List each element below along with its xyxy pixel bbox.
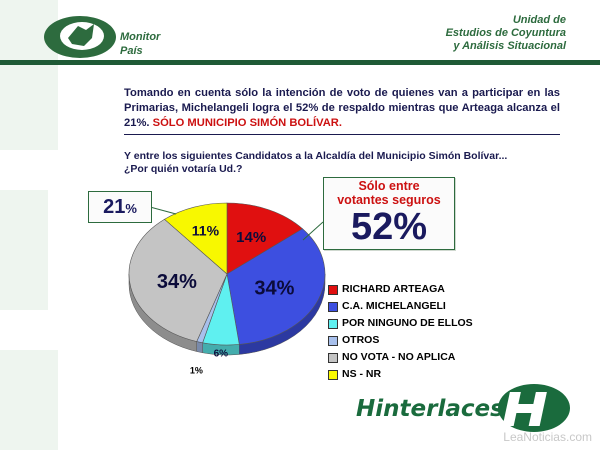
callout-left-percent: % xyxy=(125,201,137,216)
legend-swatch xyxy=(328,336,338,346)
bg-shape-bottom xyxy=(0,350,58,450)
hinterlaces-emblem-icon xyxy=(498,384,570,432)
callout-right-line1: Sólo entre xyxy=(358,179,420,193)
legend-swatch xyxy=(328,285,338,295)
legend-swatch xyxy=(328,302,338,312)
pie-label-c-a-michelangeli: 34% xyxy=(254,278,294,300)
legend-label: NS - NR xyxy=(342,368,382,380)
intro-highlight: SÓLO MUNICIPIO SIMÓN BOLÍVAR. xyxy=(152,117,342,129)
intro-paragraph: Tomando en cuenta sólo la intención de v… xyxy=(124,86,560,131)
pie-label-ns-nr: 11% xyxy=(192,222,220,238)
intro-divider xyxy=(124,134,560,135)
legend-swatch xyxy=(328,370,338,380)
logo-line1: Monitor xyxy=(120,31,161,43)
monitor-pais-logo: Monitor País xyxy=(42,12,160,67)
intro-text: Tomando en cuenta sólo la intención de v… xyxy=(124,87,560,129)
legend-label: C.A. MICHELANGELI xyxy=(342,300,446,312)
pie-side-otros xyxy=(196,341,203,354)
question-line1: Y entre los siguientes Candidatos a la A… xyxy=(124,150,508,162)
pie-label-richard-arteaga: 14% xyxy=(236,229,266,246)
pie-label-por-ninguno-de-ellos: 6% xyxy=(214,348,229,359)
header-divider xyxy=(0,60,600,65)
bg-shape-mid xyxy=(0,190,48,310)
pie-label-otros: 1% xyxy=(190,366,203,376)
callout-arteaga-total: 21% xyxy=(88,191,152,223)
survey-question: Y entre los siguientes Candidatos a la A… xyxy=(124,150,560,176)
callout-left-pointer xyxy=(149,206,177,215)
logo-line2: País xyxy=(120,45,143,57)
pie-slice-ns-nr xyxy=(164,202,228,275)
unit-header: Unidad de Estudios de Coyuntura y Anális… xyxy=(446,14,566,53)
callout-right-line2: votantes seguros xyxy=(337,193,441,207)
logo-text: Monitor País xyxy=(120,30,160,58)
unit-line3: y Análisis Situacional xyxy=(453,40,566,52)
callout-right-value: 52% xyxy=(350,206,428,248)
pie-label-no-vota-no-aplica: 34% xyxy=(157,271,197,293)
callout-right-pointer xyxy=(302,221,324,241)
pie-top-group xyxy=(128,202,326,346)
legend-label: OTROS xyxy=(342,334,380,346)
question-line2: ¿Por quién votaría Ud.? xyxy=(124,163,243,175)
legend-label: POR NINGUNO DE ELLOS xyxy=(342,317,473,329)
pie-slice-c-a-michelangeli xyxy=(226,228,326,345)
logo-emblem-icon xyxy=(44,16,116,58)
watermark: LeaNoticias.com xyxy=(503,430,592,444)
callout-left-value: 21 xyxy=(103,196,126,218)
pie-slice-no-vota-no-aplica xyxy=(128,218,228,342)
callout-secure-voters: Sólo entre votantes seguros 52% xyxy=(323,177,455,250)
legend-swatch xyxy=(328,353,338,363)
legend-label: NO VOTA - NO APLICA xyxy=(342,351,456,363)
unit-line1: Unidad de xyxy=(512,14,566,26)
pie-slice-richard-arteaga xyxy=(226,202,304,275)
legend-label: RICHARD ARTEAGA xyxy=(342,283,445,295)
hinterlaces-wordmark: Hinterlaces xyxy=(356,396,504,422)
bg-shape-top xyxy=(0,0,58,150)
legend-swatch xyxy=(328,319,338,329)
unit-line2: Estudios de Coyuntura xyxy=(445,27,566,39)
